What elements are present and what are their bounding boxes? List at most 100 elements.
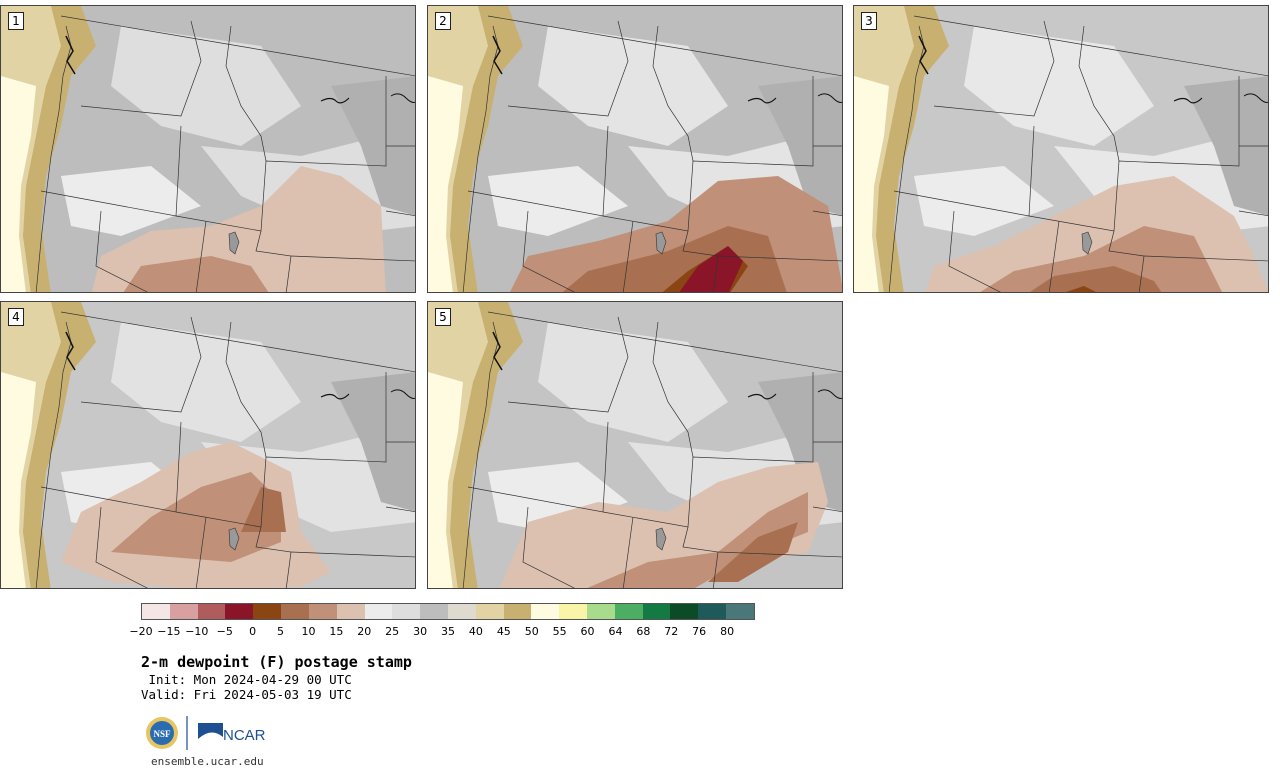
border-ca-nv bbox=[95, 210, 148, 292]
light-patch bbox=[538, 322, 728, 442]
great-salt-lake bbox=[1081, 231, 1093, 255]
colorbar-tick: 80 bbox=[720, 625, 735, 638]
border-wa-or bbox=[80, 20, 202, 117]
border-co-ks bbox=[1143, 255, 1268, 262]
border-canada bbox=[60, 311, 415, 373]
colorbar-tick: 25 bbox=[385, 625, 400, 638]
panel-label: 3 bbox=[861, 12, 877, 30]
border-wa-or bbox=[507, 20, 629, 117]
colorbar-tick: 60 bbox=[580, 625, 595, 638]
ocean bbox=[1, 372, 36, 588]
puget-sound bbox=[918, 35, 929, 75]
dark-patch bbox=[1184, 76, 1268, 216]
panel-4: 4 bbox=[0, 301, 416, 589]
ncar-logo: NCAR bbox=[198, 723, 266, 744]
border-co-ks bbox=[717, 551, 842, 558]
ocean bbox=[854, 76, 889, 292]
border-ca-nv bbox=[522, 506, 575, 588]
colorbar-tick: 45 bbox=[496, 625, 511, 638]
colorbar-tick: −15 bbox=[157, 625, 181, 638]
border-id-mt bbox=[652, 321, 694, 458]
map-title: 2-m dewpoint (F) postage stamp bbox=[141, 653, 412, 671]
border-co-ks bbox=[717, 255, 842, 262]
lake-squiggle bbox=[747, 97, 777, 104]
colorbar-tick: −20 bbox=[129, 625, 153, 638]
site-url: ensemble.ucar.edu bbox=[151, 755, 264, 768]
light-patch bbox=[964, 26, 1154, 146]
light-patch bbox=[538, 26, 728, 146]
border-ca-nv bbox=[95, 506, 148, 588]
coastline bbox=[35, 321, 72, 588]
dry-area bbox=[1066, 286, 1096, 292]
lake-squiggle bbox=[817, 93, 842, 103]
colorbar-tick: 15 bbox=[329, 625, 344, 638]
colorbar-swatch bbox=[392, 604, 421, 619]
border-id-mt bbox=[225, 25, 267, 162]
border-canada bbox=[487, 15, 842, 77]
dry-area bbox=[708, 522, 798, 582]
ocean bbox=[428, 372, 463, 588]
colorbar-swatch bbox=[142, 604, 170, 619]
colorbar-tick: 76 bbox=[692, 625, 707, 638]
ocean bbox=[428, 76, 463, 292]
border-canada bbox=[60, 15, 415, 77]
panel-2: 2 bbox=[427, 5, 843, 293]
light-patch bbox=[488, 166, 628, 236]
colorbar-swatch bbox=[475, 604, 504, 619]
colorbar-tick: −10 bbox=[185, 625, 209, 638]
panel-label: 5 bbox=[435, 308, 451, 326]
border-wa-or bbox=[507, 316, 629, 413]
colorbar-swatch bbox=[336, 604, 365, 619]
colorbar-swatch bbox=[308, 604, 337, 619]
border-id-mt bbox=[652, 25, 694, 162]
colorbar-tick: 40 bbox=[468, 625, 483, 638]
border-wa-or bbox=[933, 20, 1055, 117]
border-id-mt bbox=[225, 321, 267, 458]
lake-squiggle bbox=[390, 93, 415, 103]
border-ne bbox=[385, 210, 415, 217]
colorbar-swatch bbox=[726, 604, 754, 619]
lake-squiggle bbox=[390, 389, 415, 399]
colorbar-tick: 55 bbox=[552, 625, 567, 638]
colorbar-swatch bbox=[197, 604, 226, 619]
border-ne bbox=[812, 210, 842, 217]
colorbar-swatch bbox=[670, 604, 699, 619]
panel-label: 1 bbox=[8, 12, 24, 30]
border-ut-co bbox=[1108, 230, 1145, 292]
lake-squiggle bbox=[1173, 97, 1203, 104]
lake-squiggle bbox=[817, 389, 842, 399]
valid-time: Valid: Fri 2024-05-03 19 UTC bbox=[141, 687, 352, 702]
lake-squiggle bbox=[320, 393, 350, 400]
great-salt-lake bbox=[228, 231, 240, 255]
colorbar-swatch bbox=[281, 604, 309, 619]
colorbar-swatch bbox=[420, 604, 448, 619]
colorbar-swatch bbox=[225, 604, 254, 619]
puget-sound bbox=[65, 331, 76, 371]
colorbar-tick: −5 bbox=[216, 625, 233, 638]
panel-3: 3 bbox=[853, 5, 1269, 293]
nsf-logo: NSF bbox=[146, 717, 178, 749]
border-ca-nv bbox=[948, 210, 1001, 292]
colorbar-tick: 30 bbox=[413, 625, 428, 638]
colorbar-tick: 10 bbox=[301, 625, 316, 638]
dark-patch bbox=[758, 76, 842, 216]
coastline bbox=[888, 25, 925, 292]
lake-squiggle bbox=[747, 393, 777, 400]
border-nv-ut bbox=[622, 220, 634, 292]
colorbar-tick-labels: −20 −15 −10 −5 0 5 10 15 20 25 30 35 40 45 50 55 60 64 68 7… bbox=[129, 625, 755, 639]
border-id-mt bbox=[1078, 25, 1120, 162]
coastline bbox=[462, 321, 499, 588]
colorbar-tick: 35 bbox=[441, 625, 455, 638]
init-time: Init: Mon 2024-04-29 00 UTC bbox=[141, 672, 352, 687]
great-salt-lake bbox=[228, 527, 240, 551]
colorbar-swatch bbox=[642, 604, 671, 619]
lake-squiggle bbox=[320, 97, 350, 104]
border-ca-nv bbox=[522, 210, 575, 292]
coastline bbox=[35, 25, 72, 292]
colorbar-swatch bbox=[503, 604, 532, 619]
border-ne bbox=[812, 506, 842, 513]
dry-area bbox=[1030, 266, 1162, 292]
logos: NSF NCAR bbox=[146, 716, 266, 750]
colorbar-swatch bbox=[587, 604, 615, 619]
border-ut-co bbox=[682, 230, 719, 292]
